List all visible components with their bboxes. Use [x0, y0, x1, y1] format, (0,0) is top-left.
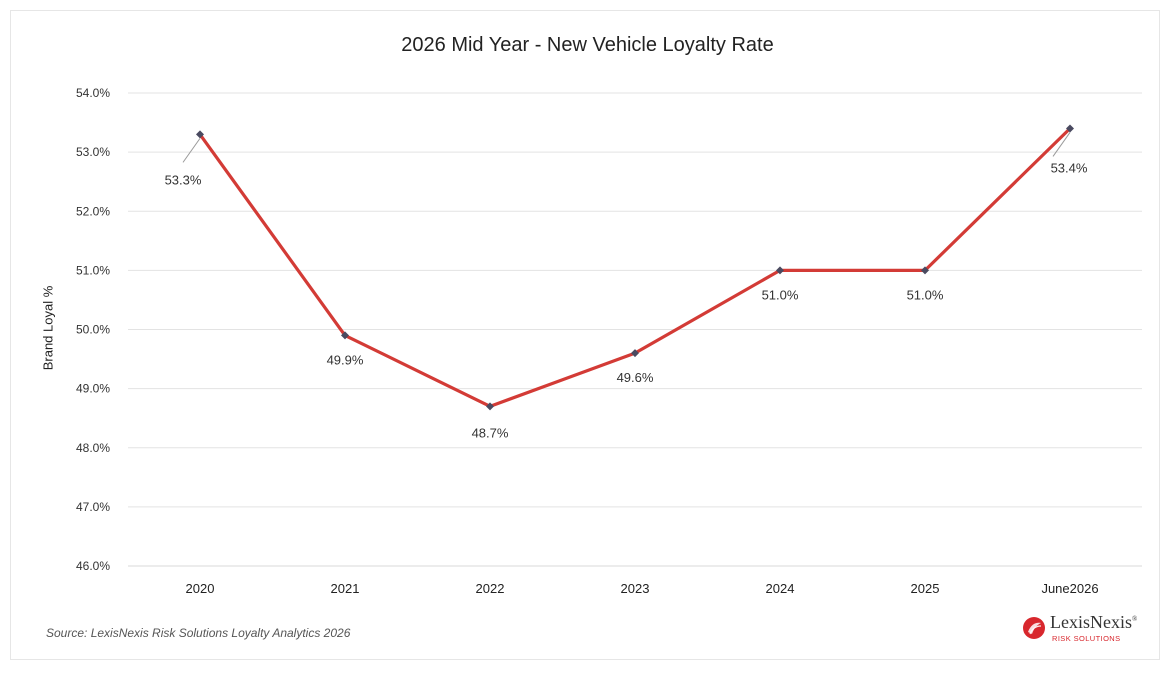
- data-label: 53.4%: [1051, 160, 1088, 175]
- data-point-marker: [196, 130, 204, 139]
- x-tick-label: June2026: [1041, 581, 1098, 596]
- y-tick-label: 54.0%: [76, 86, 110, 100]
- y-tick-label: 51.0%: [76, 263, 110, 277]
- chart-frame: [10, 10, 1160, 660]
- data-label: 49.9%: [327, 352, 364, 367]
- data-label: 51.0%: [762, 287, 799, 302]
- x-tick-label: 2020: [186, 581, 215, 596]
- data-point-marker: [486, 402, 494, 411]
- chart-title: 2026 Mid Year - New Vehicle Loyalty Rate: [401, 34, 774, 56]
- data-point-marker: [631, 349, 639, 358]
- x-tick-label: 2022: [476, 581, 505, 596]
- y-tick-label: 52.0%: [76, 204, 110, 218]
- x-tick-label: 2024: [766, 581, 795, 596]
- lexisnexis-logo: LexisNexis® RISK SOLUTIONS: [1022, 612, 1152, 648]
- data-point-marker: [921, 266, 929, 275]
- logo-subtitle: RISK SOLUTIONS: [1052, 634, 1121, 643]
- y-tick-label: 48.0%: [76, 441, 110, 455]
- data-label-leader: [182, 138, 201, 163]
- data-label: 48.7%: [472, 425, 509, 440]
- lexisnexis-logo-icon: [1023, 617, 1045, 639]
- data-label-leader: [1052, 132, 1071, 157]
- data-label: 53.3%: [165, 172, 202, 187]
- data-point-marker: [341, 331, 349, 340]
- y-tick-label: 46.0%: [76, 559, 110, 573]
- data-label: 51.0%: [907, 287, 944, 302]
- data-point-marker: [776, 266, 784, 275]
- data-point-marker: [1066, 124, 1074, 133]
- x-tick-label: 2025: [911, 581, 940, 596]
- y-tick-label: 53.0%: [76, 145, 110, 159]
- y-tick-label: 50.0%: [76, 323, 110, 337]
- x-tick-label: 2021: [331, 581, 360, 596]
- source-note: Source: LexisNexis Risk Solutions Loyalt…: [46, 626, 351, 640]
- logo-wordmark: LexisNexis®: [1050, 612, 1138, 632]
- data-label: 49.6%: [617, 370, 654, 385]
- y-tick-label: 47.0%: [76, 500, 110, 514]
- y-tick-label: 49.0%: [76, 382, 110, 396]
- x-tick-label: 2023: [621, 581, 650, 596]
